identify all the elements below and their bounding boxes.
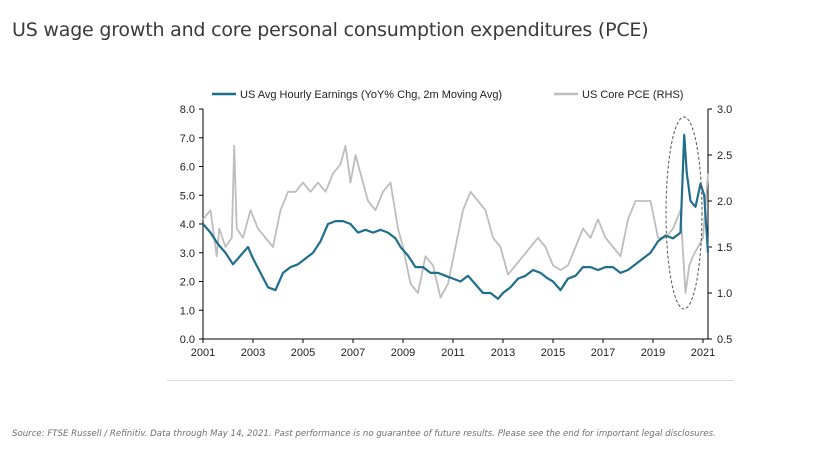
y-left-tick-label: 5.0 [180, 190, 195, 202]
chart-title: US wage growth and core personal consump… [12, 19, 649, 41]
y-left-tick-label: 8.0 [180, 104, 195, 116]
x-tick-label: 2011 [441, 347, 465, 359]
y-right-tick-label: 3.0 [717, 104, 732, 116]
x-tick-label: 2001 [191, 347, 215, 359]
y-left-tick-label: 2.0 [180, 277, 195, 289]
y-left-tick-label: 3.0 [180, 248, 195, 260]
chart-legend: US Avg Hourly Earnings (YoY% Chg, 2m Mov… [212, 89, 683, 101]
y-left-tick-label: 4.0 [180, 219, 195, 231]
x-tick-label: 2017 [591, 347, 615, 359]
x-tick-label: 2005 [291, 347, 315, 359]
y-right-tick-label: 1.5 [717, 242, 732, 254]
divider [167, 380, 734, 381]
series-line-wage [202, 133, 710, 300]
x-tick-label: 2009 [391, 347, 415, 359]
x-tick-label: 2019 [641, 347, 665, 359]
x-tick-label: 2021 [691, 347, 715, 359]
y-left-tick-label: 7.0 [180, 133, 195, 145]
y-right-tick-label: 1.0 [717, 288, 732, 300]
legend-label-wage: US Avg Hourly Earnings (YoY% Chg, 2m Mov… [240, 89, 502, 101]
highlight-ellipse [665, 116, 703, 310]
y-right-tick-label: 2.5 [717, 150, 732, 162]
y-left-tick-label: 0.0 [180, 334, 195, 346]
x-tick-label: 2007 [341, 347, 365, 359]
x-tick-label: 2013 [491, 347, 515, 359]
y-left-tick-label: 1.0 [180, 305, 195, 317]
y-left-tick-label: 6.0 [180, 162, 195, 174]
x-tick-label: 2003 [241, 347, 265, 359]
y-right-tick-label: 0.5 [717, 334, 732, 346]
series-line-pce [202, 144, 709, 299]
x-tick-label: 2015 [541, 347, 565, 359]
legend-label-pce: US Core PCE (RHS) [582, 89, 683, 101]
y-right-tick-label: 2.0 [717, 196, 732, 208]
source-note: Source: FTSE Russell / Refinitiv. Data t… [12, 429, 716, 439]
